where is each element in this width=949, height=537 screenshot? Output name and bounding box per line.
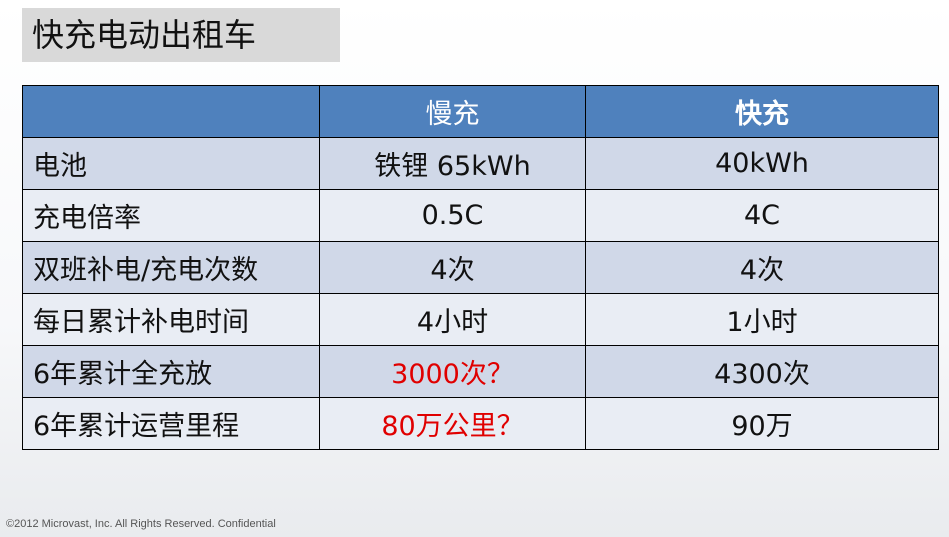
table-cell: 1小时 — [585, 293, 939, 346]
table-cell: 0.5C — [319, 189, 586, 242]
table-cell: 40kWh — [585, 137, 939, 190]
header-cell: 慢充 — [319, 85, 586, 138]
table-row: 6年累计全充放 3000次？ 4300次 — [22, 345, 939, 398]
header-cell: 快充 — [585, 85, 939, 138]
row-label: 6年累计运营里程 — [22, 397, 320, 450]
slide-title: 快充电动出租车 — [22, 8, 340, 62]
header-cell — [22, 85, 320, 138]
table-cell: 4小时 — [319, 293, 586, 346]
footer: ©2012 Microvast, Inc. All Rights Reserve… — [6, 518, 276, 530]
comparison-table: 慢充 快充 电池 铁锂 65kWh 40kWh 充电倍率 0.5C 4C 双班补电/充电次数… — [22, 85, 939, 450]
table-row: 充电倍率 0.5C 4C — [22, 189, 939, 242]
row-label: 6年累计全充放 — [22, 345, 320, 398]
table-cell: 3000次？ — [319, 345, 586, 398]
table-row: 每日累计补电时间 4小时 1小时 — [22, 293, 939, 346]
table-row: 电池 铁锂 65kWh 40kWh — [22, 137, 939, 190]
table-row: 6年累计运营里程 80万公里？ 90万 — [22, 397, 939, 450]
table-row: 双班补电/充电次数 4次 4次 — [22, 241, 939, 294]
table-cell: 4300次 — [585, 345, 939, 398]
table-cell: 80万公里？ — [319, 397, 586, 450]
row-label: 双班补电/充电次数 — [22, 241, 320, 294]
row-label: 每日累计补电时间 — [22, 293, 320, 346]
table-cell: 90万 — [585, 397, 939, 450]
header-row: 慢充 快充 — [22, 85, 939, 138]
table-cell: 铁锂 65kWh — [319, 137, 586, 190]
row-label: 电池 — [22, 137, 320, 190]
table-cell: 4C — [585, 189, 939, 242]
row-label: 充电倍率 — [22, 189, 320, 242]
table-cell: 4次 — [319, 241, 586, 294]
table-cell: 4次 — [585, 241, 939, 294]
